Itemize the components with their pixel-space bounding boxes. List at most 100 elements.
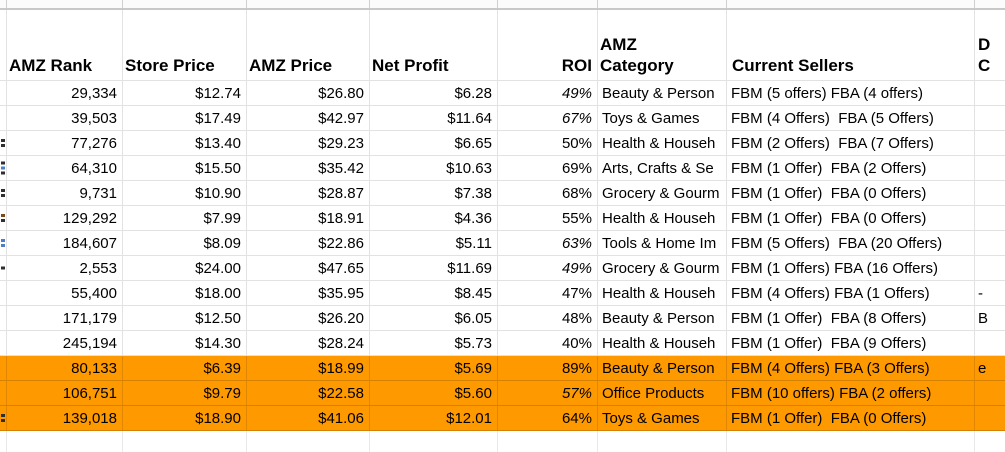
cell-amz-category[interactable]: Toys & Games	[598, 406, 727, 430]
header-store-price[interactable]: Store Price	[123, 10, 247, 80]
cell-cutoff-left[interactable]	[0, 331, 7, 355]
cell-roi[interactable]: 40%	[498, 331, 598, 355]
cell-extra-clipped[interactable]: B	[978, 309, 989, 327]
cell-amz-category[interactable]: Office Products	[598, 381, 727, 405]
cell-roi[interactable]: 55%	[498, 206, 598, 230]
cell-amz-price[interactable]: $29.23	[247, 131, 370, 155]
cell-extra-clipped[interactable]	[975, 156, 1005, 180]
cell-extra-clipped[interactable]	[975, 206, 1005, 230]
cell-store-price[interactable]: $13.40	[123, 131, 247, 155]
cell-amz-rank[interactable]: 77,276	[7, 131, 123, 155]
cell-amz-rank[interactable]: 129,292	[7, 206, 123, 230]
cell-roi[interactable]: 63%	[498, 231, 598, 255]
cell-net-profit[interactable]: $12.01	[370, 406, 498, 430]
header-amz-price[interactable]: AMZ Price	[247, 10, 370, 80]
cell-roi[interactable]: 57%	[498, 381, 598, 405]
cell-current-sellers[interactable]: FBM (1 Offer) FBA (0 Offers)	[727, 206, 975, 230]
cell-extra-clipped[interactable]: -	[978, 284, 983, 302]
cell-amz-price[interactable]: $18.91	[247, 206, 370, 230]
cell-cutoff-left[interactable]	[0, 231, 7, 255]
cell-cutoff-left[interactable]	[0, 181, 7, 205]
cell-amz-price[interactable]: $28.24	[247, 331, 370, 355]
cell-extra-clipped[interactable]	[975, 406, 1005, 430]
cell-amz-rank[interactable]: 9,731	[7, 181, 123, 205]
cell-amz-rank[interactable]: 80,133	[7, 356, 123, 380]
cell-amz-rank[interactable]: 245,194	[7, 331, 123, 355]
cell-current-sellers[interactable]: FBM (4 Offers) FBA (3 Offers)	[727, 356, 975, 380]
cell-extra-clipped[interactable]	[975, 131, 1005, 155]
cell-amz-category[interactable]: Health & Househ	[598, 206, 727, 230]
cell-current-sellers[interactable]: FBM (1 Offer) FBA (9 Offers)	[727, 331, 975, 355]
cell-cutoff-left[interactable]	[0, 206, 7, 230]
header-current-sellers[interactable]: Current Sellers	[727, 10, 975, 80]
cell-roi[interactable]: 89%	[498, 356, 598, 380]
cell-amz-price[interactable]: $18.99	[247, 356, 370, 380]
cell-amz-category[interactable]: Beauty & Person	[598, 81, 727, 105]
cell-current-sellers[interactable]: FBM (4 Offers) FBA (5 Offers)	[727, 106, 975, 130]
cell-amz-category[interactable]: Arts, Crafts & Se	[598, 156, 727, 180]
cell-roi[interactable]: 50%	[498, 131, 598, 155]
cell-net-profit[interactable]: $7.38	[370, 181, 498, 205]
cell-amz-rank[interactable]: 55,400	[7, 281, 123, 305]
cell-current-sellers[interactable]: FBM (1 Offers) FBA (16 Offers)	[727, 256, 975, 280]
cell-current-sellers[interactable]: FBM (1 Offer) FBA (0 Offers)	[727, 406, 975, 430]
cell-store-price[interactable]: $14.30	[123, 331, 247, 355]
cell-store-price[interactable]: $24.00	[123, 256, 247, 280]
cell-store-price[interactable]: $10.90	[123, 181, 247, 205]
header-extra-clipped[interactable]: D C	[975, 10, 1005, 80]
cell-current-sellers[interactable]: FBM (1 Offer) FBA (2 Offers)	[727, 156, 975, 180]
cell-store-price[interactable]: $9.79	[123, 381, 247, 405]
cell-extra-clipped[interactable]	[975, 331, 1005, 355]
cell-amz-rank[interactable]: 171,179	[7, 306, 123, 330]
cell-net-profit[interactable]: $5.60	[370, 381, 498, 405]
cell-store-price[interactable]: $7.99	[123, 206, 247, 230]
cell-amz-price[interactable]: $35.95	[247, 281, 370, 305]
cell-amz-price[interactable]: $26.20	[247, 306, 370, 330]
cell-store-price[interactable]: $17.49	[123, 106, 247, 130]
cell-amz-rank[interactable]: 184,607	[7, 231, 123, 255]
cell-net-profit[interactable]: $6.05	[370, 306, 498, 330]
cell-store-price[interactable]: $18.00	[123, 281, 247, 305]
cell-amz-category[interactable]: Health & Househ	[598, 331, 727, 355]
cell-roi[interactable]: 69%	[498, 156, 598, 180]
cell-extra-clipped[interactable]	[975, 256, 1005, 280]
cell-amz-category[interactable]: Beauty & Person	[598, 306, 727, 330]
cell-amz-price[interactable]: $41.06	[247, 406, 370, 430]
cell-amz-rank[interactable]: 2,553	[7, 256, 123, 280]
cell-net-profit[interactable]: $11.64	[370, 106, 498, 130]
header-roi[interactable]: ROI	[498, 10, 598, 80]
cell-extra-clipped[interactable]	[975, 81, 1005, 105]
cell-cutoff-left[interactable]	[0, 131, 7, 155]
cell-amz-category[interactable]: Grocery & Gourm	[598, 181, 727, 205]
cell-cutoff-left[interactable]	[0, 306, 7, 330]
cell-current-sellers[interactable]: FBM (1 Offer) FBA (8 Offers)	[727, 306, 975, 330]
cell-roi[interactable]: 64%	[498, 406, 598, 430]
cell-net-profit[interactable]: $4.36	[370, 206, 498, 230]
cell-roi[interactable]: 49%	[498, 81, 598, 105]
cell-cutoff-left[interactable]	[0, 406, 7, 430]
cell-extra-clipped[interactable]: e	[978, 359, 987, 377]
cell-amz-rank[interactable]: 106,751	[7, 381, 123, 405]
cell-net-profit[interactable]: $6.28	[370, 81, 498, 105]
cell-store-price[interactable]: $12.74	[123, 81, 247, 105]
cell-amz-price[interactable]: $26.80	[247, 81, 370, 105]
cell-roi[interactable]: 67%	[498, 106, 598, 130]
cell-amz-price[interactable]: $22.58	[247, 381, 370, 405]
cell-amz-category[interactable]: Grocery & Gourm	[598, 256, 727, 280]
cell-cutoff-left[interactable]	[0, 281, 7, 305]
cell-amz-category[interactable]: Toys & Games	[598, 106, 727, 130]
cell-current-sellers[interactable]: FBM (4 Offers) FBA (1 Offers)	[727, 281, 975, 305]
cell-amz-rank[interactable]: 64,310	[7, 156, 123, 180]
cell-amz-price[interactable]: $35.42	[247, 156, 370, 180]
cell-amz-category[interactable]: Tools & Home Im	[598, 231, 727, 255]
cell-net-profit[interactable]: $11.69	[370, 256, 498, 280]
cell-net-profit[interactable]: $8.45	[370, 281, 498, 305]
cell-store-price[interactable]: $18.90	[123, 406, 247, 430]
cell-extra-clipped[interactable]	[975, 231, 1005, 255]
cell-current-sellers[interactable]: FBM (1 Offer) FBA (0 Offers)	[727, 181, 975, 205]
cell-cutoff-left[interactable]	[0, 106, 7, 130]
header-net-profit[interactable]: Net Profit	[370, 10, 498, 80]
cell-store-price[interactable]: $15.50	[123, 156, 247, 180]
cell-store-price[interactable]: $12.50	[123, 306, 247, 330]
cell-cutoff-left[interactable]	[0, 356, 7, 380]
